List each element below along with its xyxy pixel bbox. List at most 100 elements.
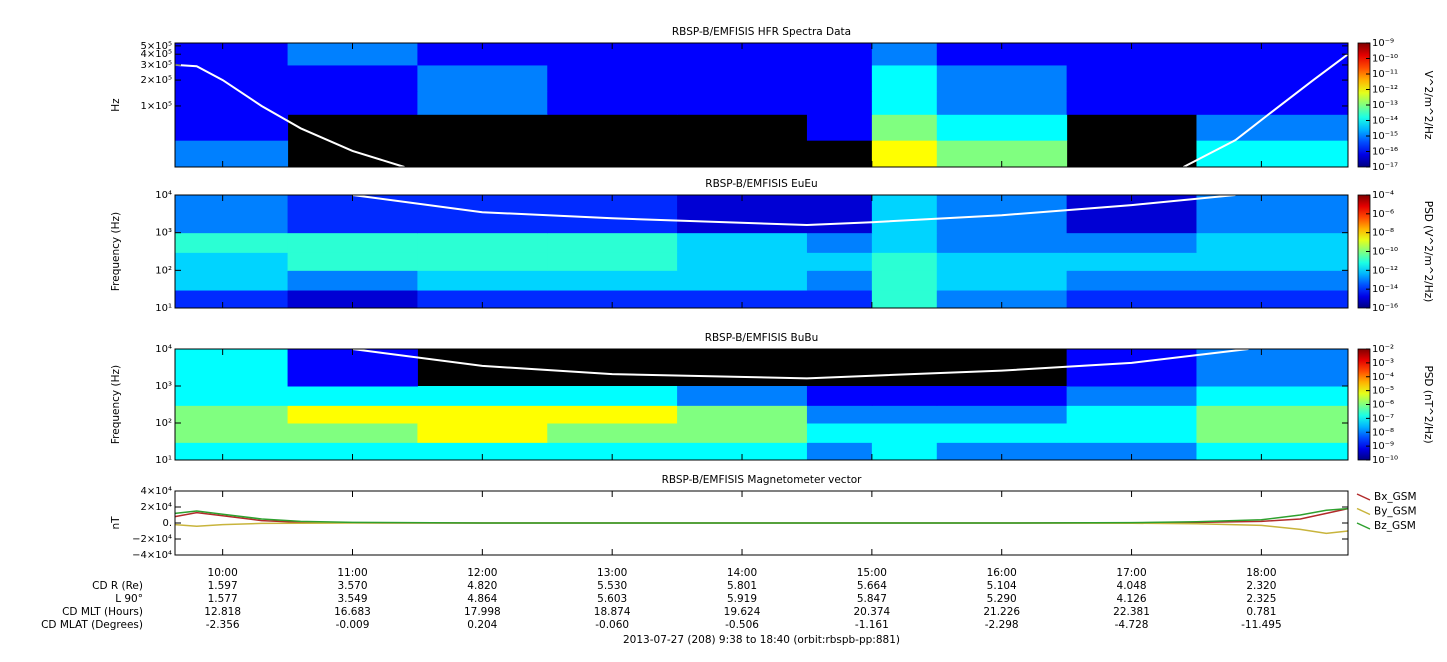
spectrogram-cell	[417, 405, 548, 424]
spectrogram-cell	[871, 232, 938, 253]
ephemeris-value: -4.728	[1115, 619, 1149, 631]
spectrogram-cell	[175, 252, 289, 271]
spectrogram-cell	[417, 270, 548, 291]
spectrogram-cell	[287, 232, 418, 253]
series-line	[174, 507, 1349, 524]
spectrogram-cell	[1066, 90, 1197, 115]
spectrogram-cell	[806, 405, 873, 424]
plasma-line	[352, 194, 1236, 227]
spectrogram-cell	[677, 270, 808, 291]
colorbar-tick-label: 10⁻¹⁴	[1372, 116, 1398, 127]
ephemeris-value: 5.847	[857, 593, 887, 605]
colorbar-label: PSD (nT^2/Hz)	[1422, 365, 1434, 443]
ephemeris-label: CD MLAT (Degrees)	[41, 619, 143, 631]
y-tick-label: 10¹	[155, 303, 172, 314]
spectrogram-cell	[287, 64, 418, 92]
spectrogram-cell	[1196, 232, 1349, 253]
spectrogram-cell	[677, 423, 808, 443]
spectrogram-cell	[677, 90, 808, 115]
spectrogram-cell	[1196, 290, 1349, 309]
plot-frame	[174, 348, 1349, 461]
colorbar-tick-label: 10⁻¹⁴	[1372, 284, 1398, 295]
ephemeris-value: -0.060	[595, 619, 629, 631]
y-axis-label: nT	[110, 516, 122, 530]
x-tick-label: 18:00	[1246, 567, 1276, 579]
colorbar-tick-label: 10⁻¹²	[1372, 85, 1398, 96]
spectrogram-cell	[547, 252, 678, 271]
ephemeris-value: 19.624	[724, 606, 761, 618]
spectrogram-cell	[1196, 140, 1349, 168]
colorbar-tick-label: 10⁻⁹	[1372, 38, 1394, 49]
spectrogram-cell	[871, 252, 938, 271]
spectrogram-cell	[547, 90, 678, 115]
plasma-line	[174, 53, 1349, 168]
ephemeris-value: 5.290	[987, 593, 1017, 605]
legend-swatch	[1356, 507, 1371, 516]
y-tick-label: 4×10⁴	[141, 486, 172, 497]
legend-label: Bz_GSM	[1374, 520, 1416, 532]
spectrogram-cell	[1066, 423, 1197, 443]
ephemeris-value: 4.820	[467, 580, 497, 592]
spectrogram-cell	[547, 405, 678, 424]
colorbar-tick-label: 10⁻¹⁷	[1372, 162, 1398, 173]
spectrogram-cell	[1066, 405, 1197, 424]
spectrogram-cell	[417, 423, 548, 443]
y-tick-label: 10²	[155, 418, 172, 429]
spectrogram-cell	[871, 195, 938, 234]
spectrogram-cell	[417, 386, 548, 406]
y-axis-label: Frequency (Hz)	[110, 365, 122, 444]
spectrogram-cell	[175, 195, 289, 234]
spectrogram-cell	[1066, 386, 1197, 406]
spectrogram-cell	[1066, 252, 1197, 271]
y-tick-label: 3×10⁵	[141, 60, 172, 71]
spectrogram-cell	[287, 90, 418, 115]
spectrogram-cell	[175, 270, 289, 291]
x-tick-label: 11:00	[337, 567, 367, 579]
y-tick-label: 10³	[155, 228, 172, 239]
spectrogram-cell	[1066, 232, 1197, 253]
spectrogram-cell	[175, 114, 289, 141]
ephemeris-value: 1.597	[208, 580, 238, 592]
spectrogram-cell	[1196, 405, 1349, 424]
ephemeris-value: 5.919	[727, 593, 757, 605]
panel-title: RBSP-B/EMFISIS HFR Spectra Data	[672, 26, 851, 38]
spectrogram-cell	[871, 114, 938, 141]
spectrogram-cell	[871, 270, 938, 291]
y-tick-label: 0.	[162, 518, 172, 529]
colorbar-tick-label: 10⁻⁴	[1372, 190, 1394, 201]
spectrogram-cell	[287, 252, 418, 271]
plot-frame	[174, 42, 1349, 168]
spectrogram-cell	[547, 64, 678, 92]
spectrogram-cell	[806, 232, 873, 253]
legend-swatch	[1356, 493, 1371, 501]
ephemeris-value: 5.664	[857, 580, 887, 592]
spectrogram-cell	[1066, 43, 1197, 66]
ephemeris-value: 5.530	[597, 580, 627, 592]
spectrogram-cell	[417, 43, 548, 66]
colorbar-tick-label: 10⁻¹⁵	[1372, 131, 1398, 142]
colorbar-tick-label: 10⁻¹²	[1372, 265, 1398, 276]
spectrogram-cell	[871, 423, 938, 443]
spectrogram-cell	[175, 386, 289, 406]
spectrogram-cell	[1196, 43, 1349, 66]
colorbar-tick-label: 10⁻⁵	[1372, 386, 1394, 397]
colorbar-tick-label: 10⁻³	[1372, 358, 1394, 369]
spectrogram-cell	[547, 270, 678, 291]
spectrogram-cell	[936, 114, 1068, 141]
spectrogram-cell	[936, 64, 1068, 92]
colorbar-tick-label: 10⁻¹⁰	[1372, 455, 1398, 466]
spectrogram-cell	[936, 423, 1068, 443]
spectrogram-cell	[677, 232, 808, 253]
y-tick-label: 2×10⁴	[141, 502, 172, 513]
spectrogram-cell	[936, 270, 1068, 291]
spectrogram-cell	[287, 423, 418, 443]
spectrogram-cell	[936, 252, 1068, 271]
panel-title: RBSP-B/EMFISIS Magnetometer vector	[662, 474, 863, 486]
spectrogram-cell	[547, 386, 678, 406]
spectrogram-cell	[871, 64, 938, 92]
ephemeris-value: -2.356	[206, 619, 240, 631]
spectrogram-cell	[175, 405, 289, 424]
spectrogram-cell	[175, 442, 289, 461]
spectrogram-cell	[936, 195, 1068, 234]
ephemeris-value: 4.864	[467, 593, 497, 605]
